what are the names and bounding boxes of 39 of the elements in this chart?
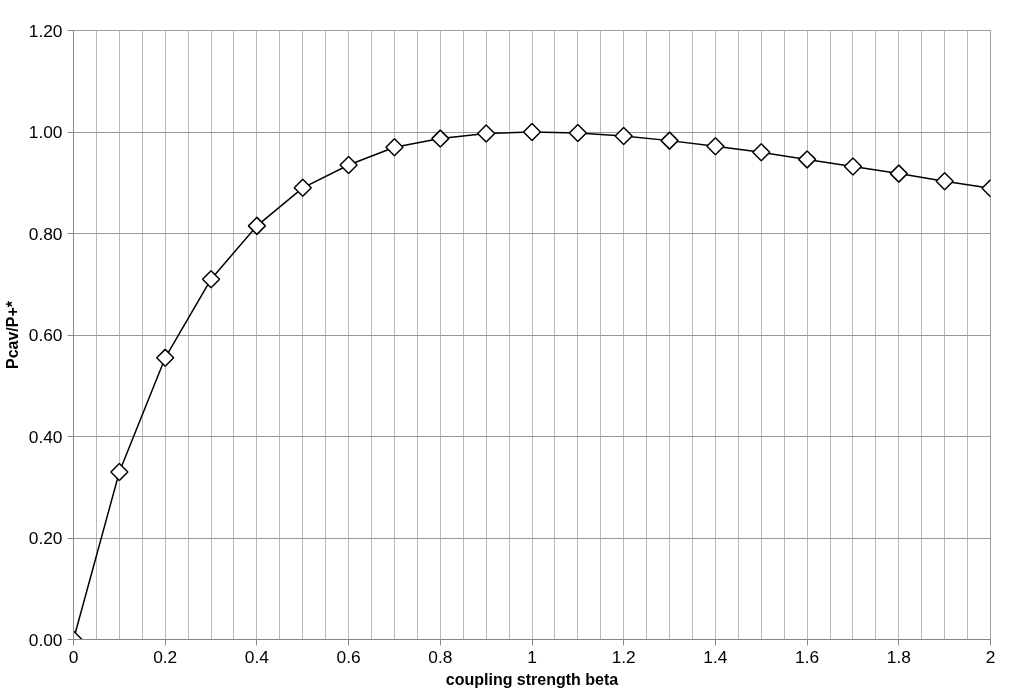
point bbox=[568, 123, 588, 143]
x-tick-label: 2 bbox=[985, 646, 996, 667]
point bbox=[339, 155, 358, 175]
y-tick-label: 1.20 bbox=[28, 20, 63, 41]
x-axis-title: coupling strength beta bbox=[445, 670, 619, 688]
point bbox=[660, 131, 679, 150]
point bbox=[431, 129, 450, 148]
x-tick-label: 0.6 bbox=[336, 646, 361, 667]
x-tick-label: 0 bbox=[68, 646, 79, 667]
point bbox=[110, 462, 129, 482]
point bbox=[476, 124, 496, 143]
x-tick-label: 1.2 bbox=[611, 646, 636, 667]
point bbox=[293, 178, 312, 198]
x-tick-label: 0.8 bbox=[428, 646, 453, 667]
x-tick-label: 1 bbox=[527, 646, 537, 667]
point bbox=[797, 150, 817, 169]
y-tick-label: 0.80 bbox=[28, 223, 63, 244]
x-tick-label: 1.8 bbox=[886, 646, 911, 667]
x-tick-label: 0.4 bbox=[244, 646, 270, 667]
point bbox=[201, 269, 221, 289]
x-tick-label: 1.4 bbox=[703, 646, 728, 667]
point bbox=[706, 136, 725, 156]
x-tick-label: 1.6 bbox=[795, 646, 820, 667]
x-tick-label: 0.2 bbox=[153, 646, 178, 667]
point bbox=[843, 157, 863, 176]
point bbox=[247, 216, 267, 236]
point bbox=[522, 122, 542, 142]
y-axis-title: Pcav/P+* bbox=[3, 300, 21, 370]
point bbox=[752, 143, 771, 162]
y-tick-label: 1.00 bbox=[28, 122, 63, 142]
y-tick-label: 0.20 bbox=[28, 528, 63, 548]
point bbox=[889, 164, 909, 183]
y-tick-label: 0.60 bbox=[28, 325, 63, 345]
y-tick-label: 0.40 bbox=[28, 426, 63, 447]
y-tick-label: 0.00 bbox=[28, 629, 63, 650]
point bbox=[155, 348, 175, 368]
point bbox=[935, 171, 954, 191]
point bbox=[614, 126, 633, 146]
point bbox=[385, 137, 404, 157]
